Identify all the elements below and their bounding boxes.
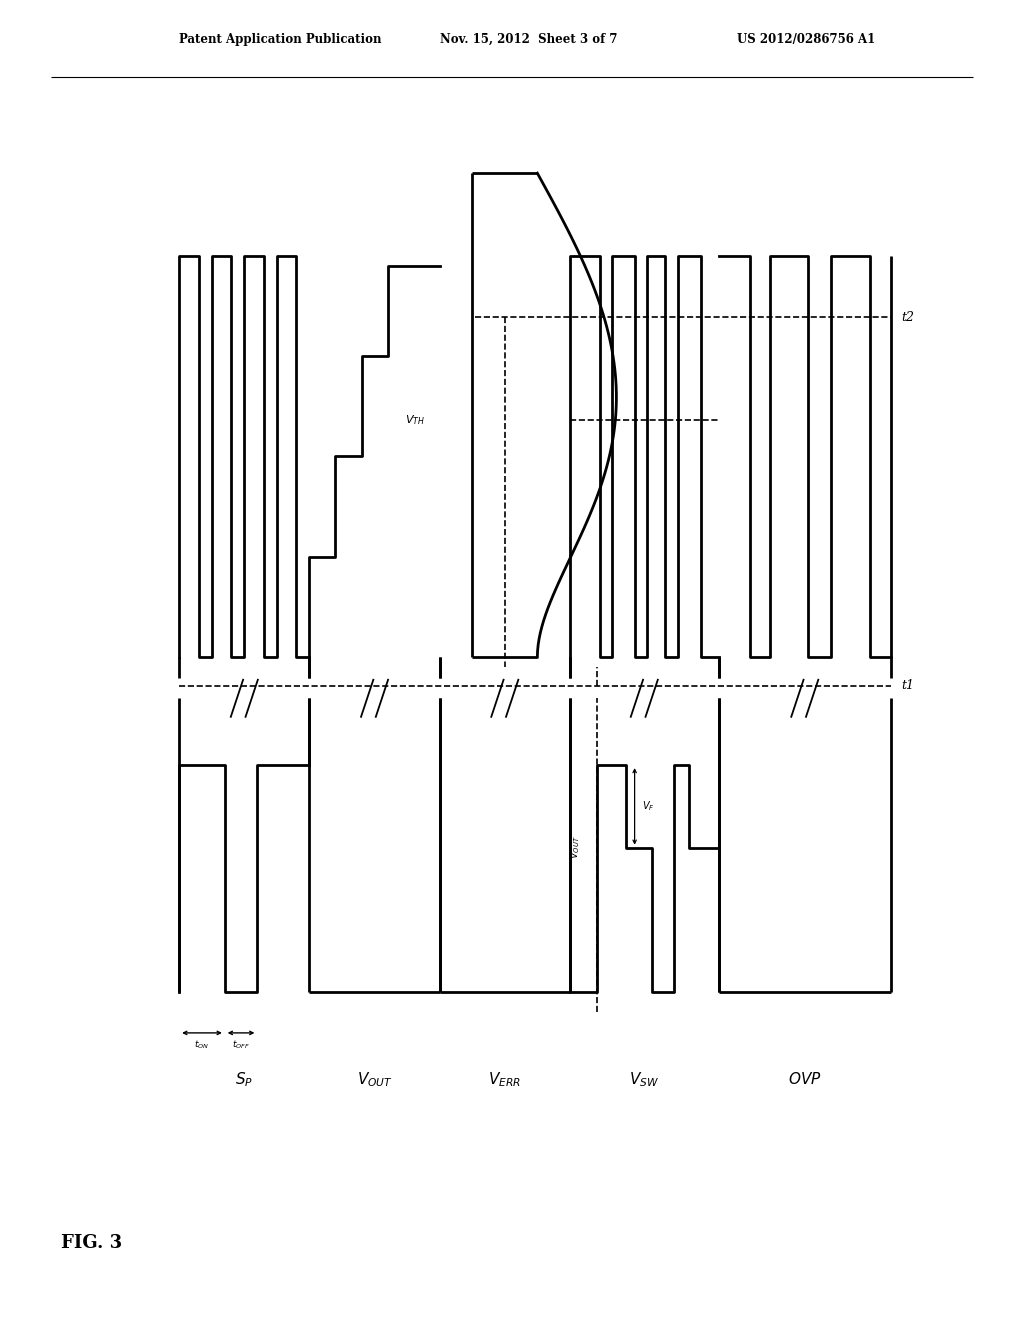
- Text: $S_P$: $S_P$: [236, 1071, 253, 1089]
- Text: $V_F$: $V_F$: [642, 800, 654, 813]
- Text: $V_{TH}$: $V_{TH}$: [406, 413, 425, 428]
- Text: $V_{ERR}$: $V_{ERR}$: [488, 1071, 521, 1089]
- Text: FIG. 3: FIG. 3: [61, 1234, 123, 1253]
- Text: t2: t2: [901, 310, 914, 323]
- Text: t1: t1: [901, 680, 914, 693]
- Text: $t_{ON}$: $t_{ON}$: [195, 1038, 210, 1051]
- Text: $V_{SW}$: $V_{SW}$: [630, 1071, 659, 1089]
- Text: $V_{OUT}$: $V_{OUT}$: [356, 1071, 392, 1089]
- Text: Patent Application Publication: Patent Application Publication: [179, 33, 382, 46]
- Text: $OVP$: $OVP$: [787, 1072, 821, 1088]
- Text: $t_{OFF}$: $t_{OFF}$: [232, 1038, 250, 1051]
- Text: Nov. 15, 2012  Sheet 3 of 7: Nov. 15, 2012 Sheet 3 of 7: [440, 33, 617, 46]
- Text: US 2012/0286756 A1: US 2012/0286756 A1: [737, 33, 876, 46]
- Text: $V_{OUT}$: $V_{OUT}$: [568, 836, 583, 859]
